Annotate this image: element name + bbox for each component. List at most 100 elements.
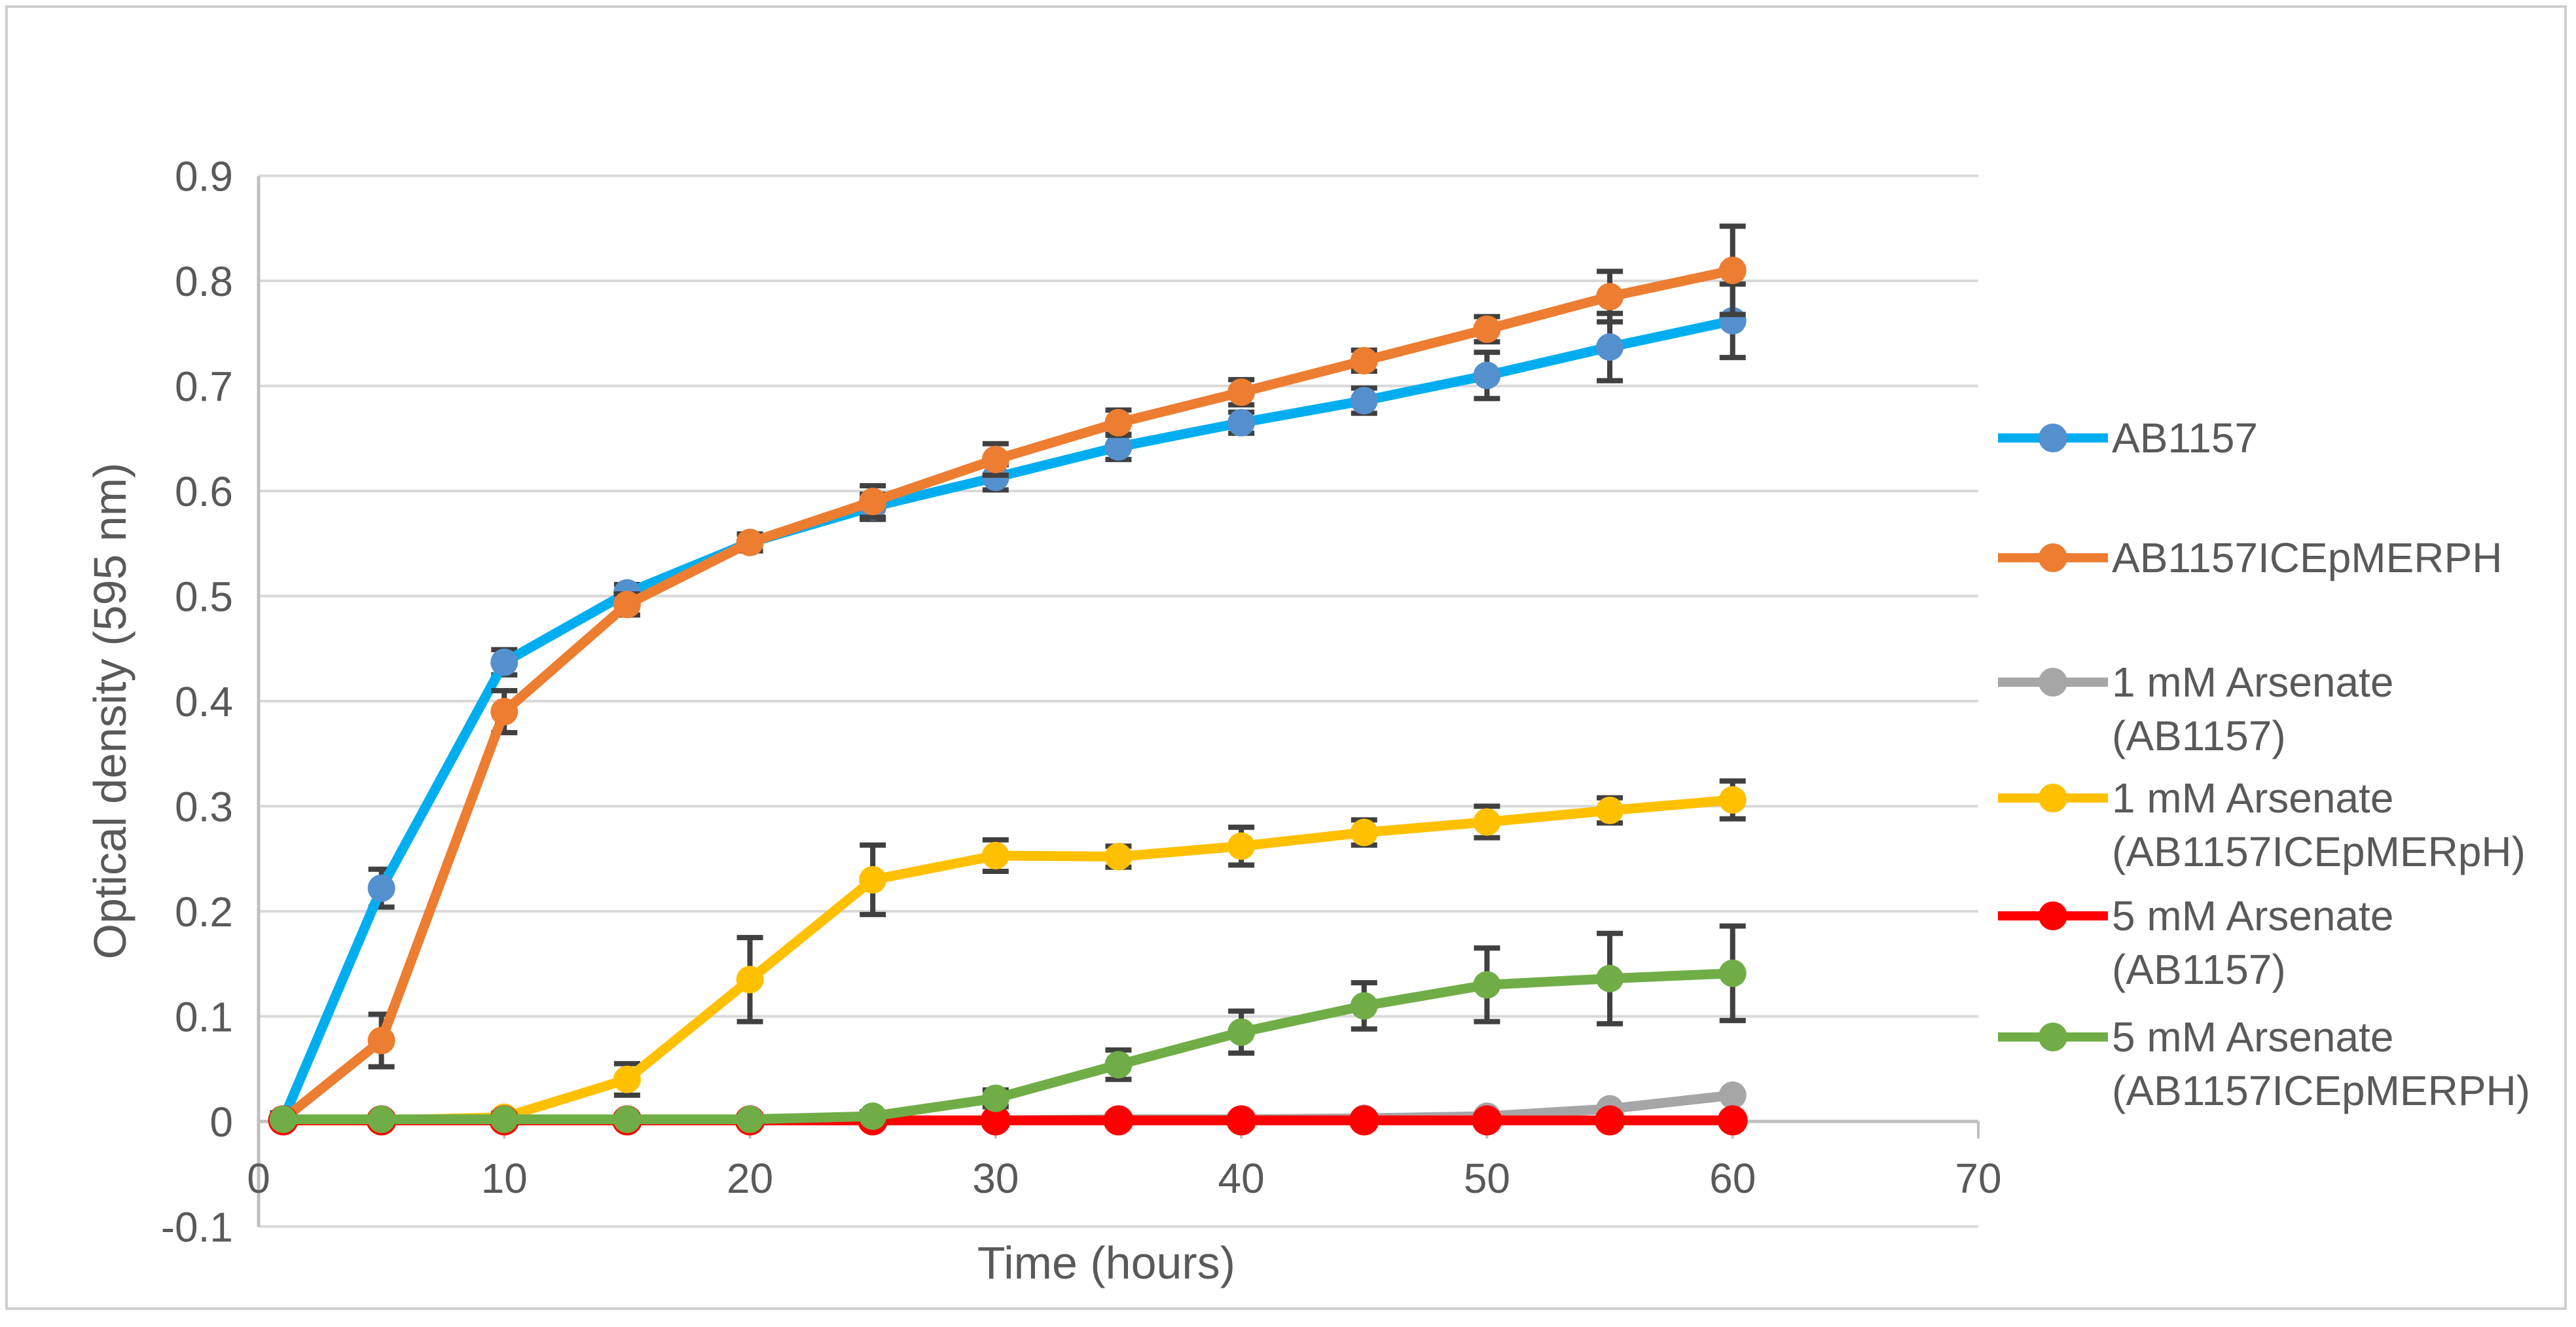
y-tick-label: 0.5 — [175, 573, 233, 621]
data-point-marker — [1350, 346, 1378, 374]
data-point-marker — [1473, 315, 1501, 343]
legend-marker — [2039, 784, 2067, 812]
y-tick-label: 0.6 — [175, 468, 233, 515]
data-point-marker — [1104, 843, 1133, 871]
data-point-marker — [980, 1105, 1011, 1136]
y-tick-label: 0.7 — [175, 363, 233, 410]
data-point-marker — [1718, 786, 1747, 814]
x-tick-label: 30 — [972, 1155, 1019, 1202]
x-tick-label: 70 — [1955, 1155, 2001, 1202]
series-line — [278, 265, 1738, 1125]
legend-label: AB1157 — [2112, 414, 2258, 462]
y-tick-label: 0.3 — [175, 784, 233, 831]
x-axis-title: Time (hours) — [977, 1237, 1236, 1288]
data-point-marker — [269, 1105, 297, 1133]
data-point-marker — [613, 1105, 641, 1133]
plot-area: 0 10 20 30 40 50 60 70 -0.1 0 0.1 0.2 0.3 0.4 0.5 0.6 0.… — [161, 153, 2530, 1251]
legend-marker — [2039, 1023, 2067, 1051]
legend-item-ab1157icepmerph: AB1157ICEpMERPH — [1998, 534, 2502, 581]
data-point-marker — [736, 528, 764, 556]
data-point-marker — [1227, 1018, 1256, 1046]
chart-figure: 0 10 20 30 40 50 60 70 -0.1 0 0.1 0.2 0.3 0.4 0.5 0.6 0.… — [5, 5, 2567, 1310]
data-point-marker — [490, 698, 518, 726]
data-point-marker — [1596, 964, 1624, 992]
legend-label: 1 mM Arsenate — [2112, 659, 2393, 706]
legend-item-5-mm-arsenate-ab1157icepmerph: 5 mM Arsenate (AB1157ICEpMERPH) — [1998, 1013, 2530, 1114]
legend-item-5-mm-arsenate-ab1157: 5 mM Arsenate (AB1157) — [1998, 892, 2393, 993]
legend-label: 5 mM Arsenate — [2112, 892, 2393, 939]
y-tick-label: 0.8 — [175, 258, 233, 305]
data-point-marker — [1350, 818, 1378, 846]
data-point-marker — [1718, 256, 1747, 284]
legend-marker — [2039, 901, 2067, 930]
data-point-marker — [490, 1105, 518, 1133]
y-tick-label: -0.1 — [161, 1204, 233, 1251]
y-axis-title: Optical density (595 nm) — [84, 462, 136, 960]
legend-label: 5 mM Arsenate — [2112, 1013, 2393, 1061]
data-point-marker — [1473, 361, 1501, 390]
legend: AB1157 AB1157ICEpMERPH 1 mM Arsenate (AB115… — [1998, 414, 2530, 1114]
x-tick-label: 50 — [1464, 1155, 1510, 1202]
legend-item-1-mm-arsenate-ab1157icepmerph: 1 mM Arsenate (AB1157ICEpMERpH) — [1998, 774, 2526, 875]
data-point-marker — [1595, 1105, 1625, 1136]
data-point-marker — [1717, 1105, 1748, 1136]
legend-label: AB1157ICEpMERPH — [2112, 534, 2502, 581]
data-point-marker — [1227, 832, 1256, 860]
data-point-marker — [1104, 1051, 1133, 1079]
legend-label: 1 mM Arsenate — [2112, 774, 2393, 822]
data-point-marker — [613, 1065, 641, 1093]
data-point-marker — [1350, 386, 1378, 414]
data-point-marker — [859, 488, 887, 516]
legend-item-1-mm-arsenate-ab1157: 1 mM Arsenate (AB1157) — [1998, 659, 2393, 759]
data-point-marker — [859, 865, 887, 894]
y-tick-label: 0.2 — [175, 888, 233, 936]
legend-label: (AB1157ICEpMERpH) — [2112, 828, 2526, 875]
y-tick-label: 0.1 — [175, 994, 233, 1041]
x-tick-label: 60 — [1709, 1155, 1756, 1202]
data-point-marker — [1596, 283, 1624, 311]
x-tick-label: 40 — [1218, 1155, 1265, 1202]
data-point-marker — [1596, 333, 1624, 361]
legend-label: (AB1157) — [2112, 946, 2286, 993]
data-point-marker — [1472, 1105, 1502, 1136]
series-5-mm-arsenate-ab1157icepmerph — [269, 923, 1747, 1133]
data-point-marker — [1473, 808, 1501, 836]
data-point-marker — [1349, 1105, 1379, 1136]
series-line — [278, 795, 1738, 1125]
legend-marker — [2039, 543, 2067, 572]
data-point-marker — [1103, 1105, 1134, 1136]
legend-item-ab1157: AB1157 — [1998, 414, 2258, 462]
data-point-marker — [367, 1105, 395, 1133]
data-point-marker — [367, 1027, 395, 1055]
data-point-marker — [1227, 409, 1256, 437]
y-tick-label: 0 — [209, 1099, 233, 1146]
series-1-mm-arsenate-ab1157icepmerph — [269, 778, 1747, 1135]
legend-marker — [2039, 424, 2067, 452]
x-tick-label: 0 — [247, 1155, 270, 1202]
data-point-marker — [1473, 971, 1501, 999]
data-point-marker — [981, 841, 1009, 869]
data-point-marker — [613, 591, 641, 619]
y-tick-label: 0.9 — [175, 153, 233, 200]
data-point-marker — [1350, 992, 1378, 1020]
legend-label: (AB1157ICEpMERPH) — [2112, 1067, 2530, 1114]
data-point-marker — [1718, 1081, 1747, 1109]
data-point-marker — [367, 874, 395, 902]
data-point-marker — [1596, 796, 1624, 824]
data-point-marker — [859, 1102, 887, 1130]
data-point-marker — [1227, 378, 1256, 407]
data-point-marker — [981, 1084, 1009, 1112]
data-point-marker — [1718, 959, 1747, 987]
x-tick-label: 20 — [727, 1155, 773, 1202]
data-point-marker — [490, 648, 518, 676]
data-point-marker — [1104, 409, 1133, 437]
legend-label: (AB1157) — [2112, 712, 2286, 759]
legend-marker — [2039, 668, 2067, 697]
data-point-marker — [981, 445, 1009, 473]
y-tick-label: 0.4 — [175, 678, 233, 725]
data-point-marker — [1104, 433, 1133, 461]
data-point-marker — [736, 966, 764, 994]
x-tick-label: 10 — [481, 1155, 528, 1202]
data-point-marker — [1226, 1105, 1257, 1136]
data-point-marker — [736, 1105, 764, 1133]
